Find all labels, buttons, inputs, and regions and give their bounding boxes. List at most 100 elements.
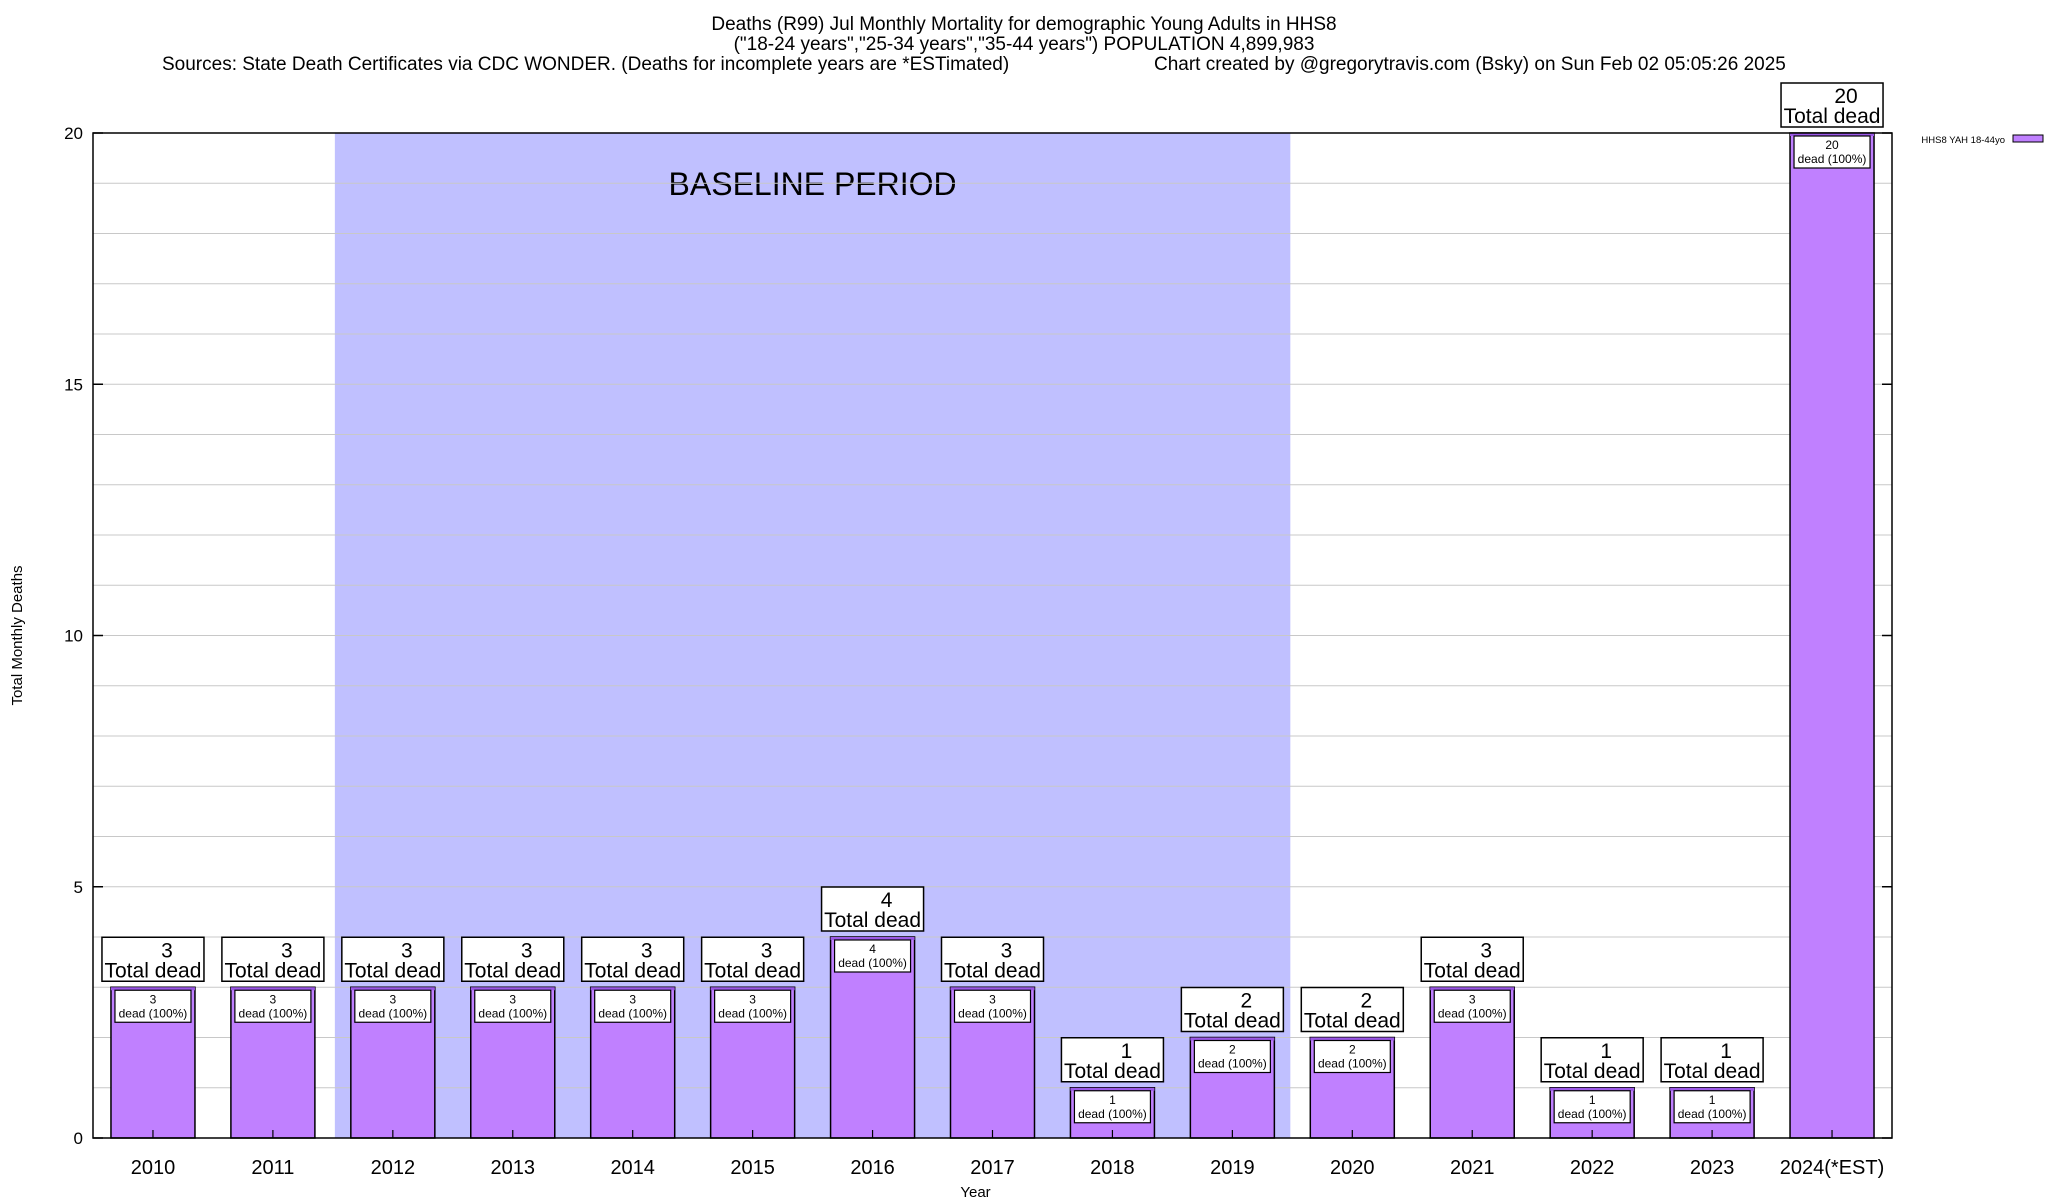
bar-top <box>1070 1087 1155 1091</box>
x-tick-label: 2014 <box>610 1157 655 1179</box>
bar-inner-value: 4 <box>869 942 876 956</box>
bar-inner-label: dead (100%) <box>1558 1107 1627 1121</box>
total-label-box <box>1300 986 1405 1033</box>
total-label-box <box>820 886 925 932</box>
x-tick-label: 2012 <box>371 1157 416 1179</box>
x-tick-label: 2024(*EST) <box>1780 1157 1885 1179</box>
y-axis-label: Total Monthly Deaths <box>9 565 26 705</box>
total-label-value: 3 <box>521 939 533 962</box>
total-label-box <box>341 936 445 982</box>
bar-top <box>470 987 555 991</box>
bar-inner-label: dead (100%) <box>1438 1006 1507 1020</box>
total-label-text: Total dead <box>105 959 202 982</box>
bar-inner-value: 3 <box>749 992 756 1006</box>
total-label-text: Total dead <box>1784 105 1881 128</box>
total-label-text: Total dead <box>944 959 1041 982</box>
bar-top <box>1670 1087 1755 1091</box>
total-label-box <box>1660 1037 1764 1083</box>
bar-inner-label: dead (100%) <box>598 1006 667 1020</box>
bar-inner-label-box <box>1433 989 1511 1023</box>
x-tick-label: 2018 <box>1090 1157 1135 1179</box>
bar-inner-label-box <box>1673 1090 1751 1124</box>
bar-inner-label-box <box>474 989 552 1023</box>
chart-subtitle: ("18-24 years","25-34 years","35-44 year… <box>733 34 1315 55</box>
total-label-text: Total dead <box>464 959 561 982</box>
bar-inner-label: dead (100%) <box>1198 1057 1267 1071</box>
x-tick-label: 2019 <box>1210 1157 1255 1179</box>
x-tick-label: 2010 <box>131 1157 176 1179</box>
total-label-text: Total dead <box>1664 1060 1761 1083</box>
legend-swatch <box>2012 134 2044 143</box>
total-label-box <box>940 936 1045 982</box>
bar-inner-label: dead (100%) <box>119 1006 188 1020</box>
bar-top <box>1190 1037 1275 1041</box>
bar-inner-value: 3 <box>270 992 277 1006</box>
total-label-box <box>101 936 205 982</box>
bar-inner-value: 3 <box>389 992 396 1006</box>
bar-inner-value: 1 <box>1109 1093 1116 1107</box>
bar-inner-label: dead (100%) <box>1678 1107 1747 1121</box>
bar-inner-label-box <box>594 989 672 1023</box>
bar-inner-label: dead (100%) <box>1318 1057 1387 1071</box>
total-label-value: 3 <box>1001 939 1013 962</box>
chart-title: Deaths (R99) Jul Monthly Mortality for d… <box>711 14 1337 35</box>
y-tick-label: 15 <box>64 375 83 394</box>
bar-inner-label-box <box>234 989 312 1023</box>
bar-top <box>110 987 195 991</box>
x-tick-label: 2022 <box>1570 1157 1615 1179</box>
bar-inner-value: 3 <box>150 992 157 1006</box>
bar-inner-value: 2 <box>1349 1043 1356 1057</box>
legend-label: HHS8 YAH 18-44yo <box>1921 135 2005 146</box>
x-tick-label: 2011 <box>251 1157 294 1179</box>
bar-top <box>230 987 315 991</box>
x-tick-label: 2016 <box>850 1157 895 1179</box>
x-tick-label: 2017 <box>970 1157 1015 1179</box>
bar-inner-label: dead (100%) <box>1798 152 1867 166</box>
chart-sources: Sources: State Death Certificates via CD… <box>162 54 1010 75</box>
bar-inner-label-box <box>1073 1090 1152 1124</box>
total-label-value: 20 <box>1834 85 1857 108</box>
total-label-text: Total dead <box>1304 1010 1401 1033</box>
total-label-value: 1 <box>1720 1040 1732 1063</box>
y-tick-label: 20 <box>64 124 83 143</box>
total-label-value: 3 <box>161 939 173 962</box>
bar-inner-label: dead (100%) <box>958 1006 1027 1020</box>
total-label-box <box>461 936 565 982</box>
total-label-text: Total dead <box>704 959 801 982</box>
bar-top <box>350 987 435 991</box>
total-label-text: Total dead <box>824 909 921 932</box>
bar-inner-label: dead (100%) <box>1078 1107 1147 1121</box>
bar-top <box>1310 1037 1395 1041</box>
x-tick-label: 2020 <box>1330 1157 1375 1179</box>
bar-inner-label-box <box>354 989 432 1023</box>
total-label-box <box>1420 936 1524 982</box>
bar-inner-value: 3 <box>1469 992 1476 1006</box>
bar-inner-value: 3 <box>629 992 636 1006</box>
bar-inner-label-box <box>1793 135 1871 169</box>
chart-credit: Chart created by @gregorytravis.com (Bsk… <box>1154 54 1786 75</box>
total-label-box <box>580 936 685 982</box>
x-tick-label: 2021 <box>1450 1157 1495 1179</box>
x-axis-label: Year <box>960 1184 990 1200</box>
total-label-box <box>1540 1037 1644 1083</box>
x-tick-label: 2013 <box>491 1157 536 1179</box>
x-tick-label: 2023 <box>1690 1157 1735 1179</box>
bar-inner-label: dead (100%) <box>718 1006 787 1020</box>
bar-top <box>1430 987 1515 991</box>
bar-inner-value: 1 <box>1709 1093 1716 1107</box>
bar-inner-value: 1 <box>1589 1093 1596 1107</box>
total-label-value: 1 <box>1121 1040 1133 1063</box>
bar-inner-value: 2 <box>1229 1043 1236 1057</box>
total-label-value: 4 <box>881 889 893 912</box>
total-label-text: Total dead <box>224 959 321 982</box>
bar-inner-label-box <box>1553 1090 1631 1124</box>
bar-inner-label-box <box>833 939 912 973</box>
bar-inner-label: dead (100%) <box>358 1006 427 1020</box>
total-label-box <box>1060 1037 1165 1083</box>
bar-inner-label: dead (100%) <box>838 956 907 970</box>
chart-titles: Deaths (R99) Jul Monthly Mortality for d… <box>0 0 2048 80</box>
bar-top <box>590 987 675 991</box>
x-tick-label: 2015 <box>730 1157 775 1179</box>
total-label-text: Total dead <box>344 959 441 982</box>
